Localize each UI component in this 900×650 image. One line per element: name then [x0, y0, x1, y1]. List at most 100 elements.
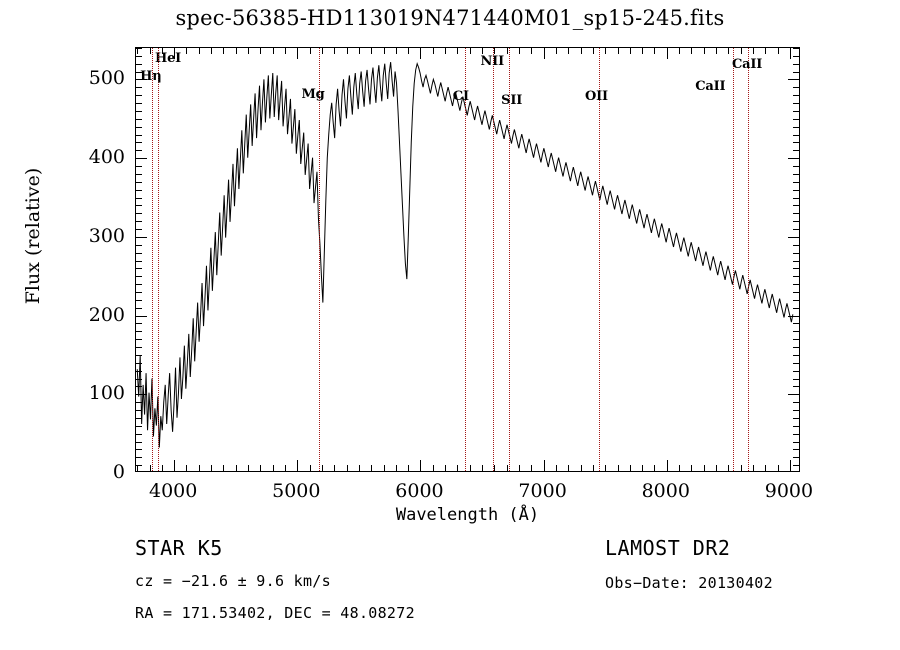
x-tick-top — [494, 48, 496, 54]
x-tick — [518, 465, 520, 471]
y-tick — [136, 323, 142, 325]
y-tick-right — [793, 425, 799, 427]
x-tick — [334, 465, 336, 471]
y-tick — [136, 260, 142, 262]
x-tick — [531, 465, 533, 471]
x-tick — [358, 465, 360, 471]
x-tick-top — [260, 48, 262, 54]
y-tick — [136, 221, 142, 223]
y-tick — [136, 307, 142, 309]
x-tick-top — [469, 48, 471, 54]
y-tick — [136, 79, 147, 81]
line-marker-sii — [509, 48, 511, 471]
y-tick — [136, 63, 142, 65]
y-tick — [136, 229, 142, 231]
line-marker-hei — [152, 48, 153, 471]
x-tick-top — [137, 48, 139, 54]
y-tick — [136, 370, 142, 372]
x-tick — [617, 465, 619, 471]
x-tick — [457, 465, 459, 471]
x-tick — [580, 465, 582, 471]
y-tick-label: 400 — [88, 146, 125, 169]
y-tick — [136, 103, 142, 105]
y-tick-right — [793, 284, 799, 286]
x-tick — [395, 465, 397, 471]
y-tick-right — [793, 291, 799, 293]
y-tick — [136, 378, 142, 380]
y-tick — [136, 236, 147, 238]
page-title: spec-56385-HD113019N471440M01_sp15-245.f… — [175, 6, 725, 30]
x-tick-top — [666, 48, 668, 59]
y-tick — [136, 244, 142, 246]
y-tick-right — [793, 331, 799, 333]
x-tick-label: 4000 — [148, 480, 198, 502]
y-tick — [136, 331, 142, 333]
x-tick — [629, 465, 631, 471]
y-tick-right — [793, 134, 799, 136]
x-tick-top — [629, 48, 631, 54]
x-tick-top — [383, 48, 385, 54]
x-tick — [728, 465, 730, 471]
x-tick-top — [408, 48, 410, 54]
line-marker-heta — [158, 48, 160, 471]
x-tick — [285, 465, 286, 471]
y-tick-right — [793, 221, 799, 223]
x-tick — [506, 465, 508, 471]
line-marker-oii — [599, 48, 601, 471]
x-tick — [321, 465, 323, 471]
line-marker-nii — [492, 48, 494, 471]
y-tick-right — [793, 276, 799, 278]
x-tick-top — [334, 48, 336, 54]
x-tick-top — [321, 48, 323, 54]
x-tick — [445, 465, 447, 471]
x-tick-top — [445, 48, 447, 54]
y-tick — [136, 189, 142, 191]
x-tick-top — [716, 48, 718, 54]
y-tick-right — [793, 213, 799, 215]
y-tick — [136, 362, 142, 364]
x-axis-title: Wavelength (Å) — [395, 505, 540, 525]
x-tick-top — [223, 48, 225, 54]
x-tick — [765, 465, 767, 471]
y-tick-right — [793, 465, 799, 467]
y-tick-right — [793, 229, 799, 231]
x-tick-top — [248, 48, 250, 54]
y-tick — [136, 425, 142, 427]
x-tick — [543, 460, 545, 471]
x-tick-top — [161, 48, 163, 54]
y-tick — [136, 166, 142, 168]
x-tick — [568, 465, 570, 471]
y-tick — [136, 417, 142, 419]
x-tick — [161, 465, 163, 471]
y-tick-right — [793, 433, 799, 435]
x-tick-top — [457, 48, 459, 54]
y-tick — [136, 142, 142, 144]
y-tick — [136, 205, 142, 207]
y-tick — [136, 71, 142, 73]
y-tick — [136, 402, 142, 404]
y-tick-right — [793, 55, 799, 57]
x-tick-top — [506, 48, 508, 54]
y-tick — [136, 110, 142, 112]
x-tick — [691, 465, 693, 471]
y-tick-label: 500 — [88, 67, 125, 90]
x-tick — [272, 465, 274, 471]
line-label-oii: OII — [585, 89, 608, 104]
y-tick-right — [793, 189, 799, 191]
y-tick — [136, 268, 142, 270]
x-tick — [408, 465, 410, 471]
y-tick-right — [793, 252, 799, 254]
x-tick-top — [752, 48, 754, 54]
x-tick — [346, 465, 348, 471]
x-tick — [654, 465, 656, 471]
y-tick-right — [793, 378, 799, 380]
y-tick — [136, 339, 142, 341]
x-tick-top — [691, 48, 693, 54]
x-tick — [679, 465, 681, 471]
y-tick-right — [793, 166, 799, 168]
y-tick — [136, 354, 142, 356]
x-tick — [198, 465, 200, 471]
line-label-ci: CI — [452, 89, 469, 104]
x-tick — [174, 460, 176, 471]
x-tick — [383, 465, 385, 471]
